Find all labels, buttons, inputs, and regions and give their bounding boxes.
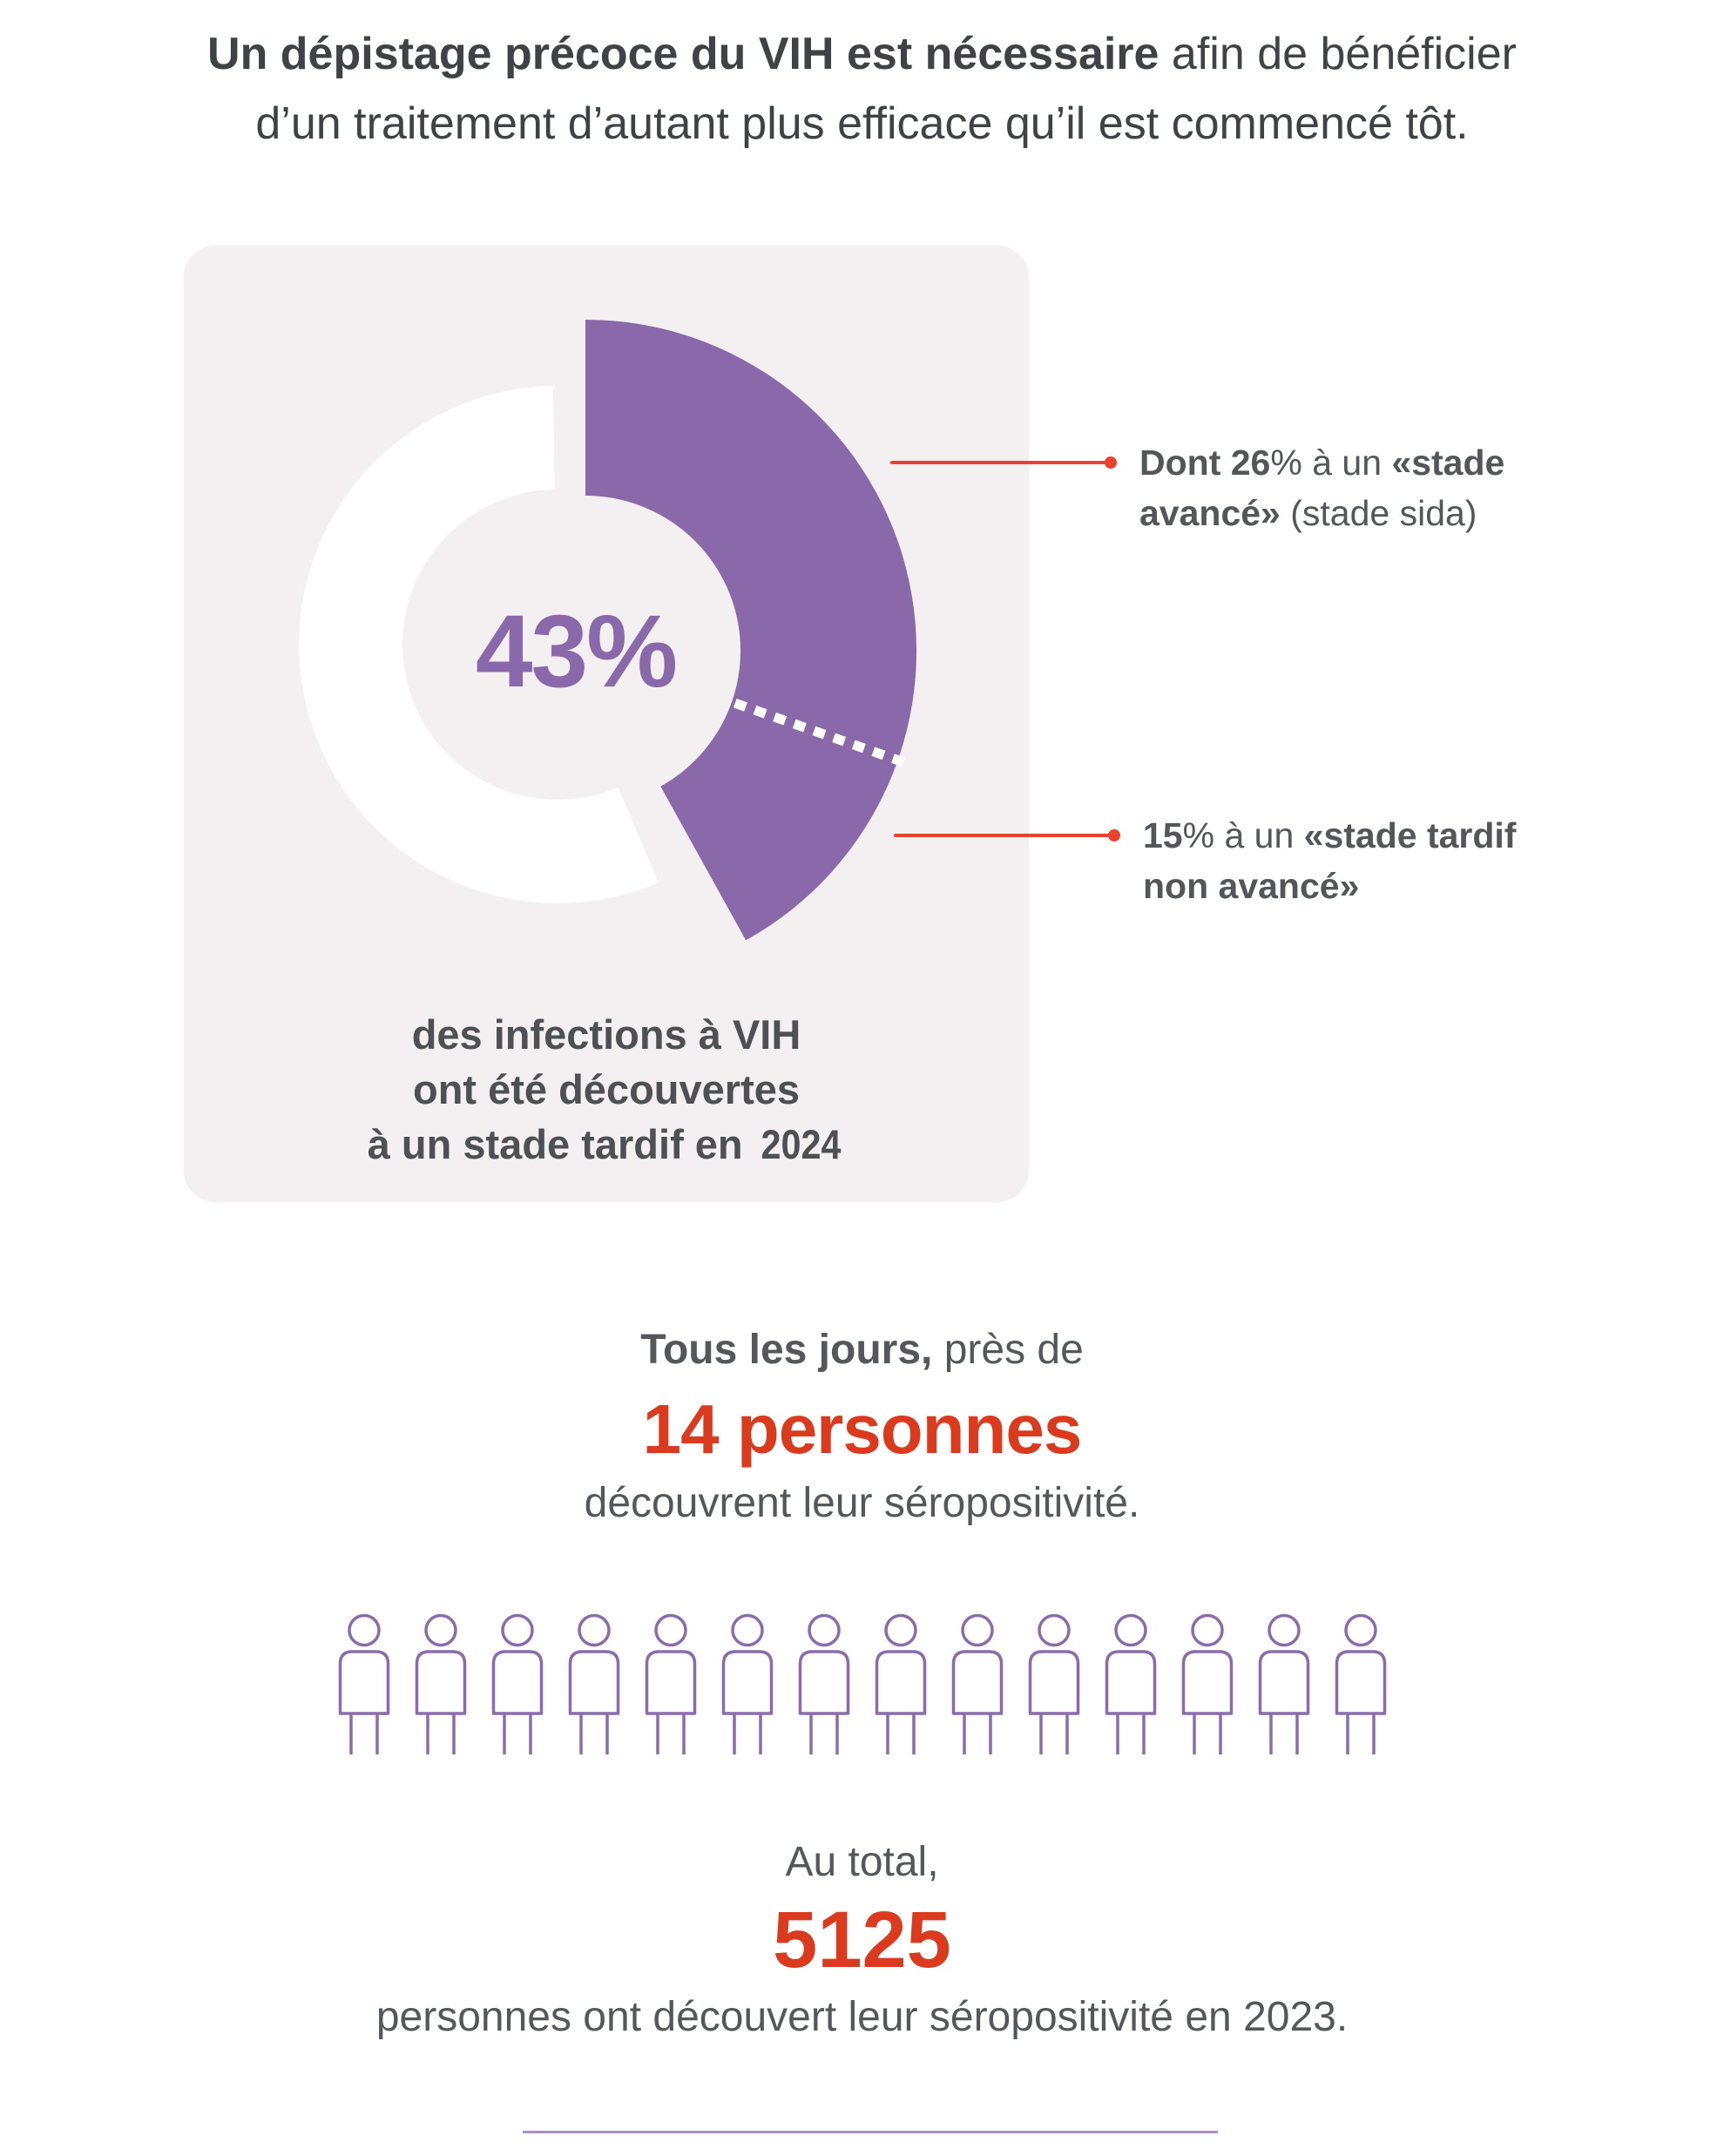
- daily-count: 14 personnes: [642, 1390, 1083, 1468]
- person-icon: [490, 1613, 544, 1756]
- donut-caption-year: 2024: [761, 1121, 842, 1167]
- person-icon: [567, 1613, 621, 1756]
- annotation-advanced-line-2: avancé» (stade sida): [1139, 488, 1504, 538]
- donut-chart: [299, 320, 917, 941]
- donut-caption-line-3: à un stade tardif en 2024: [184, 1117, 1029, 1172]
- page-title-line-1: Un dépistage précoce du VIH est nécessai…: [0, 19, 1724, 89]
- callout-dot-advanced: [1105, 456, 1117, 469]
- donut-caption-line-3-text: à un stade tardif en: [367, 1121, 754, 1167]
- donut-caption-line-1: des infections à VIH: [411, 1011, 801, 1058]
- person-icon: [1104, 1613, 1158, 1756]
- callout-line-late: [894, 834, 1112, 837]
- page-title: Un dépistage précoce du VIH est nécessai…: [0, 19, 1724, 159]
- total-intro: Au total,: [785, 1839, 939, 1885]
- text-segment: d’un traitement d’autant plus efficace q…: [255, 98, 1469, 149]
- donut-caption-line-2: ont été découvertes: [412, 1066, 801, 1112]
- donut-caption: des infections à VIH ont été découvertes…: [184, 1007, 1029, 1172]
- donut-center-label: 43%: [475, 594, 678, 709]
- page-title-line-2: d’un traitement d’autant plus efficace q…: [0, 89, 1724, 159]
- daily-outro: découvrent leur séropositivité.: [584, 1480, 1140, 1526]
- annotation-late-line-1: 15% à un «stade tardif: [1143, 810, 1516, 861]
- person-icon: [1180, 1613, 1234, 1756]
- callout-line-advanced: [890, 461, 1108, 464]
- callout-dot-late: [1108, 829, 1120, 841]
- donut-slice-divider-dashed: [733, 698, 915, 770]
- total-count: 5125: [773, 1896, 951, 1984]
- person-icon: [797, 1613, 851, 1756]
- person-icon: [874, 1613, 928, 1756]
- text-segment: «stade tardif: [1303, 815, 1517, 855]
- person-icon: [337, 1613, 391, 1756]
- person-icon: [1027, 1613, 1081, 1756]
- text-segment: 15: [1143, 815, 1183, 855]
- people-pictogram-row: [0, 1613, 1724, 1756]
- person-icon: [950, 1613, 1004, 1756]
- total-stat-section: Au total, 5125 personnes ont découvert l…: [0, 1836, 1724, 2044]
- bottom-divider: [523, 2131, 1218, 2133]
- text-segment: Tous les jours,: [640, 1327, 933, 1373]
- person-icon: [1257, 1613, 1311, 1756]
- annotation-advanced-stage: Dont 26% à un «stade avancé» (stade sida…: [1139, 437, 1504, 538]
- text-segment: % à un: [1182, 815, 1304, 855]
- donut-slice-remainder: [299, 386, 659, 903]
- text-segment: afin de bénéficier: [1159, 29, 1517, 79]
- daily-intro: Tous les jours, près de: [0, 1324, 1724, 1376]
- text-segment: Un dépistage précoce du VIH est nécessai…: [207, 29, 1159, 79]
- text-segment: (stade sida): [1280, 493, 1477, 533]
- daily-stat-section: Tous les jours, près de 14 personnes déc…: [0, 1324, 1724, 1530]
- annotation-late-stage: 15% à un «stade tardif non avancé»: [1143, 810, 1516, 911]
- person-icon: [644, 1613, 698, 1756]
- person-icon: [414, 1613, 468, 1756]
- text-segment: non avancé»: [1143, 866, 1360, 906]
- text-segment: % à un: [1270, 443, 1392, 483]
- text-segment: Dont 26: [1139, 443, 1271, 483]
- annotation-advanced-line-1: Dont 26% à un «stade: [1139, 437, 1504, 488]
- donut-card: 43% des infections à VIH ont été découve…: [184, 246, 1029, 1202]
- person-icon: [1334, 1613, 1388, 1756]
- donut-slice-late-stage: [585, 320, 917, 941]
- text-segment: avancé»: [1139, 493, 1281, 533]
- annotation-late-line-2: non avancé»: [1143, 861, 1516, 911]
- total-outro: personnes ont découvert leur séropositiv…: [375, 1994, 1349, 2040]
- text-segment: près de: [932, 1327, 1084, 1373]
- text-segment: «stade: [1391, 443, 1505, 483]
- person-icon: [720, 1613, 774, 1756]
